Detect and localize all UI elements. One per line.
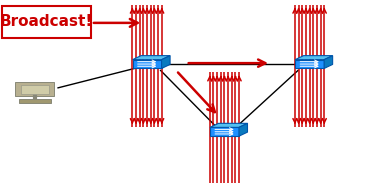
FancyBboxPatch shape [210, 127, 239, 136]
Polygon shape [132, 56, 170, 60]
Polygon shape [239, 123, 248, 136]
FancyBboxPatch shape [295, 60, 324, 68]
Polygon shape [295, 56, 333, 60]
Polygon shape [210, 123, 248, 127]
FancyBboxPatch shape [2, 6, 91, 38]
FancyBboxPatch shape [132, 60, 162, 68]
Polygon shape [324, 56, 333, 68]
FancyBboxPatch shape [21, 85, 49, 94]
FancyBboxPatch shape [19, 99, 51, 103]
Polygon shape [162, 56, 170, 68]
FancyBboxPatch shape [15, 82, 54, 96]
Text: Broadcast!: Broadcast! [0, 14, 93, 29]
